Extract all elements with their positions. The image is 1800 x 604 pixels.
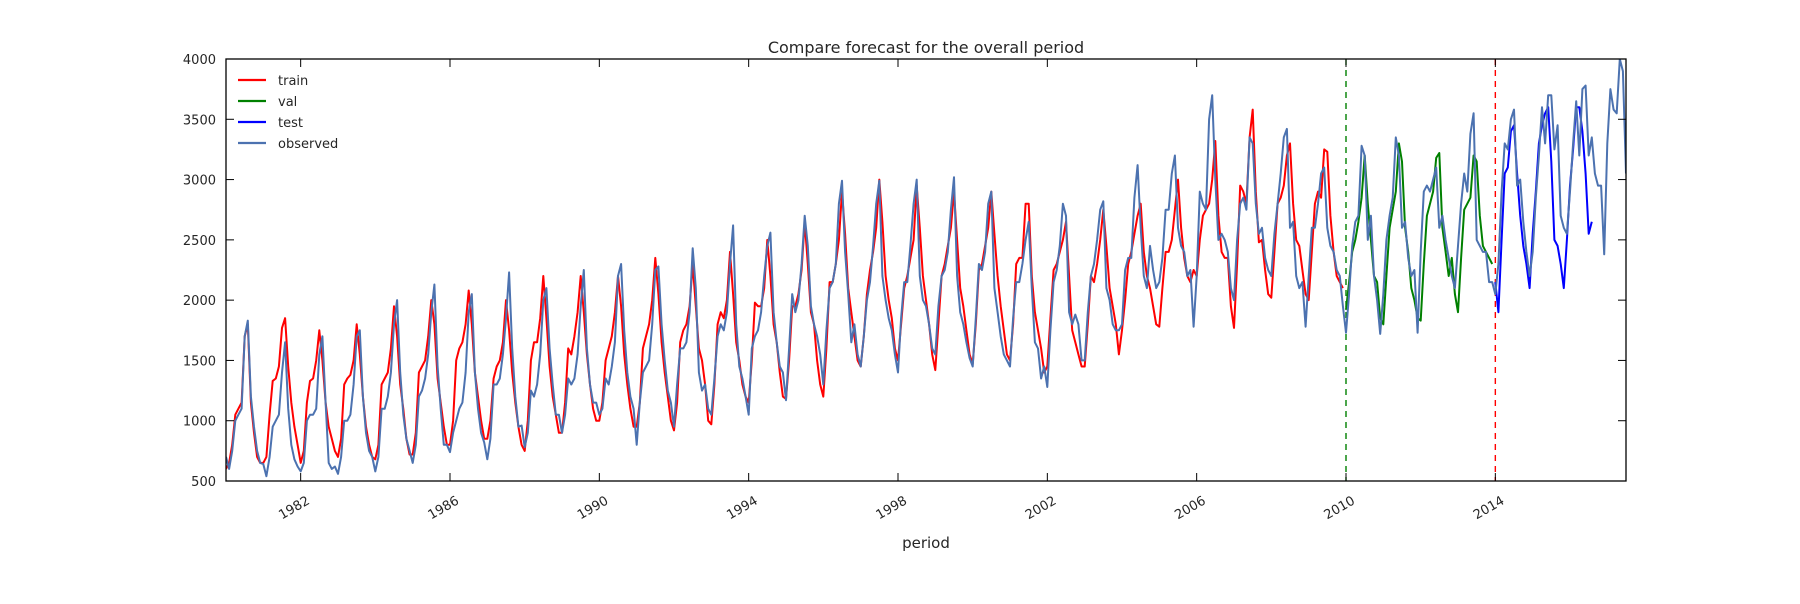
y-tick-label: 500 [191, 475, 216, 490]
y-axis: 500 1000 1500 2000 2500 3000 3500 4000 [183, 53, 1626, 490]
legend: train val test observed [238, 74, 338, 152]
y-tick-label: 1500 [183, 354, 216, 369]
x-tick-label: 1990 [575, 494, 611, 524]
series-line-observed [226, 59, 1626, 478]
x-tick-label: 1998 [874, 494, 910, 524]
plot-area [226, 59, 1626, 481]
legend-label-train: train [278, 74, 308, 89]
chart-title: Compare forecast for the overall period [768, 38, 1084, 57]
y-tick-label: 2000 [183, 294, 216, 309]
x-tick-label: 2014 [1471, 494, 1507, 524]
x-tick-label: 2010 [1322, 494, 1358, 524]
x-tick-label: 1986 [426, 494, 462, 524]
y-tick-label: 3500 [183, 113, 216, 128]
y-tick-label: 1000 [183, 415, 216, 430]
series-line-val [1345, 142, 1494, 326]
x-tick-label: 2002 [1023, 494, 1059, 524]
y-tick-label: 3000 [183, 174, 216, 189]
reference-lines [1345, 59, 1497, 481]
x-axis-label: period [902, 534, 950, 552]
x-tick-label: 1994 [724, 494, 760, 524]
x-tick-label: 2006 [1172, 494, 1208, 524]
series-line-train [226, 108, 1344, 470]
y-tick-label: 2500 [183, 234, 216, 249]
series-lines [226, 59, 1626, 478]
plot-frame [225, 58, 1627, 482]
legend-label-val: val [278, 95, 297, 110]
legend-label-observed: observed [278, 137, 338, 152]
y-tick-label: 4000 [183, 53, 216, 68]
x-tick-label: 1982 [276, 494, 312, 524]
legend-label-test: test [278, 116, 303, 131]
